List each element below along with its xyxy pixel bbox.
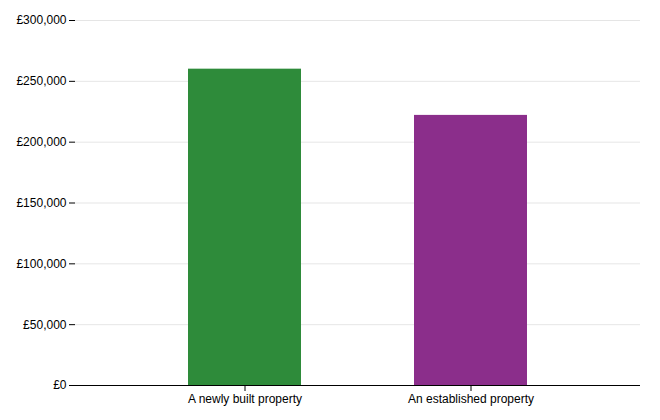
- svg-text:£250,000: £250,000: [16, 74, 66, 88]
- svg-text:An established property: An established property: [408, 392, 534, 406]
- svg-text:£100,000: £100,000: [16, 257, 66, 271]
- svg-text:£50,000: £50,000: [23, 318, 67, 332]
- svg-text:A newly built property: A newly built property: [188, 392, 302, 406]
- svg-text:£0: £0: [53, 378, 67, 392]
- svg-text:£150,000: £150,000: [16, 196, 66, 210]
- svg-text:£300,000: £300,000: [16, 13, 66, 27]
- svg-text:£200,000: £200,000: [16, 135, 66, 149]
